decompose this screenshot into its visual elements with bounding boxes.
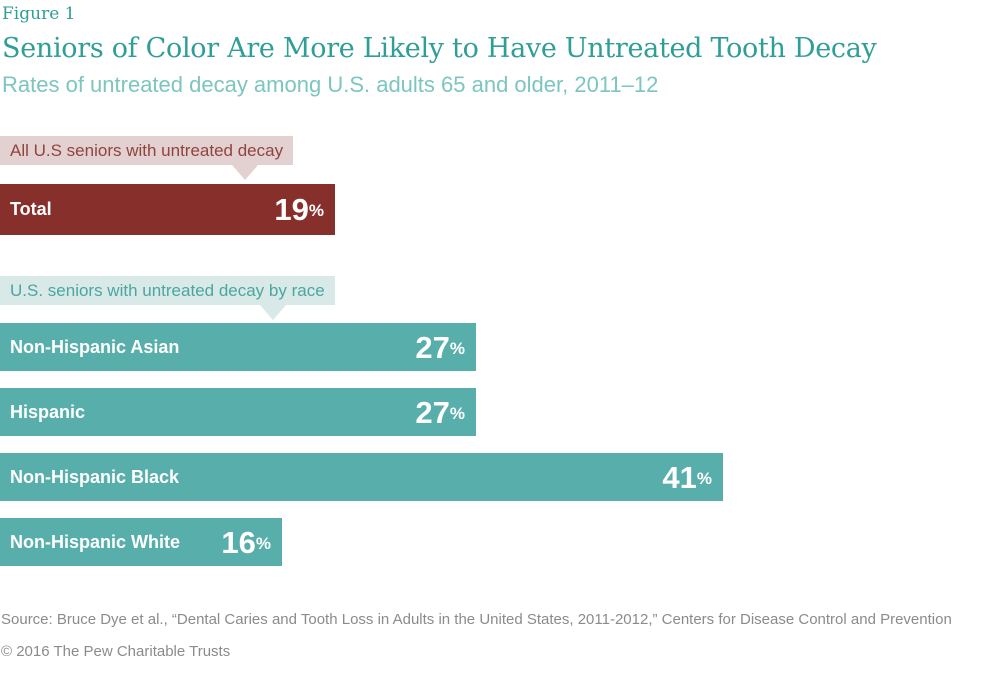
figure-label: Figure 1 [2,4,76,24]
percent-sign: % [255,533,271,553]
percent-sign: % [449,403,465,423]
percent-sign: % [696,468,712,488]
chart-header: Figure 1 Seniors of Color Are More Likel… [0,0,990,98]
bar-total: Total 19% [0,184,335,235]
callout-total-label: All U.S seniors with untreated decay [0,136,294,165]
bar-non-hispanic-white: Non-Hispanic White 16% [0,518,282,566]
callout-by-race: U.S. seniors with untreated decay by rac… [0,276,990,320]
percent-sign: % [308,201,324,220]
bar-non-hispanic-asian: Non-Hispanic Asian 27% [0,323,476,371]
bar-value-number: 19 [274,192,309,227]
bar-value-non-hispanic-black: 41% [662,462,712,493]
bar-value-non-hispanic-asian: 27% [415,332,465,363]
bar-value-number: 41 [662,459,697,495]
chart-title: Seniors of Color Are More Likely to Have… [2,33,877,64]
bar-label-hispanic: Hispanic [10,401,86,422]
bar-hispanic: Hispanic 27% [0,388,476,436]
bar-chart: All U.S seniors with untreated decay Tot… [0,136,990,566]
bar-label-total: Total [10,199,52,219]
percent-sign: % [449,338,465,358]
bar-non-hispanic-black: Non-Hispanic Black 41% [0,453,723,501]
bar-value-number: 27 [415,394,450,430]
chart-subtitle: Rates of untreated decay among U.S. adul… [2,72,659,97]
copyright-note: © 2016 The Pew Charitable Trusts [1,643,231,660]
bar-value-non-hispanic-white: 16% [221,527,271,558]
bar-label-non-hispanic-white: Non-Hispanic White [10,531,180,552]
chart-footer: Source: Bruce Dye et al., “Dental Caries… [0,611,990,661]
bar-value-hispanic: 27% [415,397,465,428]
callout-pointer-down-icon [232,165,258,180]
bar-value-number: 27 [415,329,450,365]
callout-pointer-down-icon [260,305,286,320]
bar-value-number: 16 [221,524,256,560]
bar-value-total: 19% [274,194,324,225]
callout-by-race-label: U.S. seniors with untreated decay by rac… [0,276,335,305]
bar-label-non-hispanic-asian: Non-Hispanic Asian [10,336,180,357]
source-note: Source: Bruce Dye et al., “Dental Caries… [1,611,952,628]
bar-label-non-hispanic-black: Non-Hispanic Black [10,466,180,487]
callout-total: All U.S seniors with untreated decay [0,136,990,180]
